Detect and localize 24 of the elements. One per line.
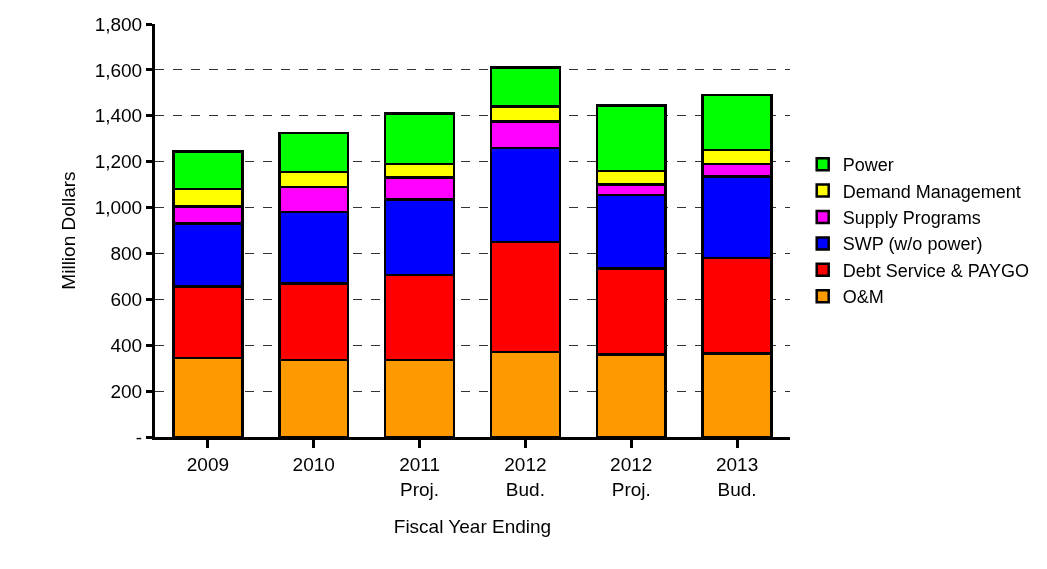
legend-label: SWP (w/o power) (842, 234, 983, 255)
y-tick-label: 1,800 (94, 13, 143, 35)
x-tick-label: 2009 (186, 453, 230, 475)
x-tick-label: 2010 (292, 453, 335, 475)
legend-label: Power (842, 155, 894, 176)
y-tick-label: 1,400 (94, 105, 143, 127)
x-tick-label: 2012 Bud. (504, 453, 547, 500)
y-tick-label: - (135, 426, 143, 448)
y-tick-label: 400 (110, 334, 143, 356)
y-tick-label: 800 (110, 243, 143, 265)
y-tick-label: 1,000 (94, 197, 143, 219)
x-tick-label: 2012 Proj. (610, 453, 653, 500)
x-tick-label: 2011 Proj. (399, 453, 441, 500)
y-axis-title: Million Dollars (57, 171, 79, 290)
x-axis-title: Fiscal Year Ending (393, 516, 552, 538)
legend-label: Demand Management (842, 181, 1021, 202)
y-tick-label: 1,600 (94, 59, 143, 81)
y-tick-label: 200 (110, 380, 143, 402)
y-tick-label: 1,200 (94, 151, 143, 173)
y-tick-label: 600 (110, 288, 143, 310)
legend-label: Debt Service & PAYGO (842, 260, 1030, 281)
legend-label: Supply Programs (842, 208, 981, 229)
x-tick-label: 2013 Bud. (715, 453, 759, 500)
legend-label: O&M (842, 287, 884, 308)
